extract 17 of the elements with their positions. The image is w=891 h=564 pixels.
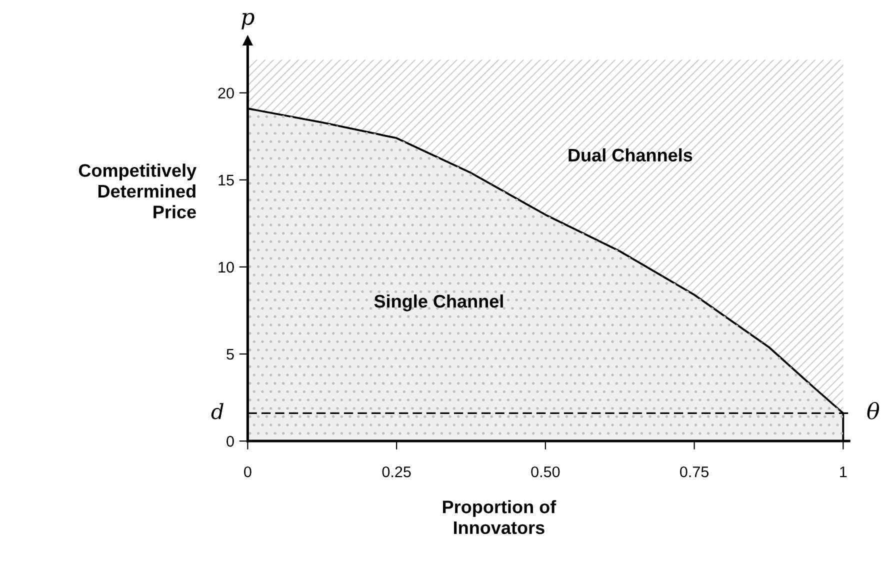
x-tick-label: 1 [840, 466, 847, 478]
x-axis-title: Proportion of Innovators [443, 500, 556, 534]
y-tick-label: 10 [218, 262, 234, 273]
y-tick-label: 20 [218, 88, 234, 99]
y-tick-label: 0 [226, 436, 234, 447]
x-tick-label: 0.75 [680, 466, 709, 478]
x-tick-label: 0 [244, 466, 252, 478]
text: p [242, 12, 254, 30]
annotation: Dual Channels [568, 148, 692, 162]
y-tick-label: 5 [226, 349, 234, 360]
text: θ [867, 402, 880, 420]
y-axis-title: Competitively Determined Price [78, 164, 196, 218]
y-tick-label: 15 [218, 174, 234, 186]
x-tick-label: 0.25 [382, 466, 411, 478]
x-tick-label: 0.50 [531, 466, 560, 478]
annotation: Single Channel [374, 294, 503, 312]
ref-line-label: d [211, 403, 224, 420]
